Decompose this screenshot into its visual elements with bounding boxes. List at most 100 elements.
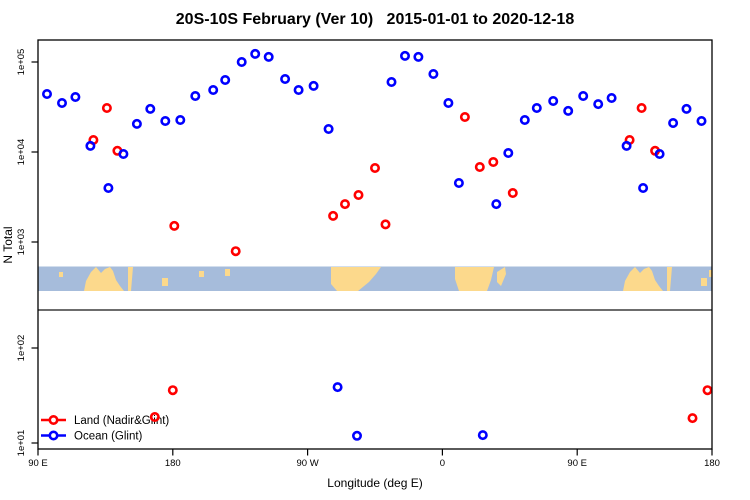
x-axis: 90 E 180 90 W 0 90 E 180 (28, 449, 720, 469)
ocean-point (41, 89, 52, 100)
ocean-point (563, 105, 574, 116)
land-series (88, 103, 713, 424)
map-strip-land (162, 278, 168, 286)
map-strip-land (667, 267, 672, 291)
ocean-point (118, 149, 129, 160)
x-tick-label: 90 E (28, 458, 48, 469)
ocean-point (621, 140, 632, 151)
land-point (507, 188, 518, 199)
land-point (149, 411, 160, 422)
land-point (474, 162, 485, 173)
legend-label-ocean: Ocean (Glint) (74, 431, 143, 443)
ocean-point (443, 98, 454, 109)
ocean-point (548, 96, 559, 107)
map-strip-land (225, 269, 230, 276)
ocean-point (70, 92, 81, 103)
y-tick-label: 1e+02 (16, 335, 27, 362)
x-axis-label: Longitude (deg E) (327, 476, 422, 490)
map-strip-land (497, 267, 506, 286)
ocean-point (250, 48, 261, 59)
ocean-point (160, 116, 171, 127)
legend-marker (48, 430, 59, 441)
land-point (353, 190, 364, 201)
ocean-point (413, 51, 424, 62)
ocean-point (668, 118, 679, 129)
ocean-point (593, 99, 604, 110)
x-tick-label: 90 W (297, 458, 319, 469)
x-tick-label: 180 (165, 458, 181, 469)
map-strip-land (709, 270, 712, 277)
ocean-point (519, 115, 530, 126)
map-strip-land (128, 267, 133, 291)
map-strip-land (84, 267, 124, 291)
ocean-point (491, 199, 502, 210)
land-point (369, 163, 380, 174)
data-points (41, 48, 713, 441)
ocean-point (696, 116, 707, 127)
land-point (169, 220, 180, 231)
map-strip-land (199, 271, 204, 277)
ocean-point (681, 103, 692, 114)
land-point (636, 103, 647, 114)
ocean-point (323, 124, 334, 135)
land-point (459, 112, 470, 123)
ocean-point (131, 118, 142, 129)
map-strip-land (623, 267, 663, 291)
ocean-point (190, 91, 201, 102)
ocean-point (638, 183, 649, 194)
plot-border (37, 39, 713, 450)
x-tick-label: 180 (704, 458, 720, 469)
map-strip-land (455, 267, 494, 291)
y-tick-label: 1e+03 (16, 229, 27, 256)
ocean-point (606, 93, 617, 104)
x-tick-label: 0 (440, 458, 445, 469)
ocean-point (145, 103, 156, 114)
x-tick-label: 90 E (567, 458, 587, 469)
y-tick-label: 1e+04 (16, 139, 27, 166)
land-point (702, 385, 713, 396)
ocean-point (386, 77, 397, 88)
ocean-series (41, 48, 707, 441)
y-tick-label: 1e+01 (16, 430, 27, 457)
ocean-point (332, 382, 343, 393)
land-point (488, 157, 499, 168)
y-axis-label: N Total (1, 226, 15, 263)
ocean-point (428, 69, 439, 80)
map-strip-land (331, 267, 381, 291)
legend-label-land: Land (Nadir&Glint) (74, 415, 169, 427)
land-point (101, 103, 112, 114)
ocean-point (578, 91, 589, 102)
ocean-point (56, 98, 67, 109)
ocean-point (531, 103, 542, 114)
y-axis: 1e+05 1e+04 1e+03 1e+02 1e+01 (16, 49, 38, 457)
map-strip-land (701, 278, 707, 286)
ocean-point (208, 85, 219, 96)
land-point (230, 246, 241, 257)
ocean-point (236, 56, 247, 67)
land-point (328, 210, 339, 221)
ocean-point (308, 80, 319, 91)
world-map-strip (38, 266, 712, 291)
land-point (380, 219, 391, 230)
legend: Land (Nadir&Glint) Ocean (Glint) (41, 414, 169, 443)
ocean-point (503, 148, 514, 159)
ocean-point (280, 74, 291, 85)
land-point (339, 199, 350, 210)
ocean-point (220, 75, 231, 86)
ocean-point (351, 430, 362, 441)
ocean-point (477, 430, 488, 441)
legend-marker (48, 414, 59, 425)
ocean-point (175, 115, 186, 126)
ocean-point (453, 178, 464, 189)
ocean-point (293, 85, 304, 96)
ocean-point (399, 50, 410, 61)
map-strip-land (59, 272, 63, 277)
chart-title: 20S-10S February (Ver 10) 2015-01-01 to … (176, 11, 575, 28)
ocean-point (654, 149, 665, 160)
land-point (167, 385, 178, 396)
land-point (687, 413, 698, 424)
y-tick-label: 1e+05 (16, 49, 27, 76)
ocean-point (263, 51, 274, 62)
